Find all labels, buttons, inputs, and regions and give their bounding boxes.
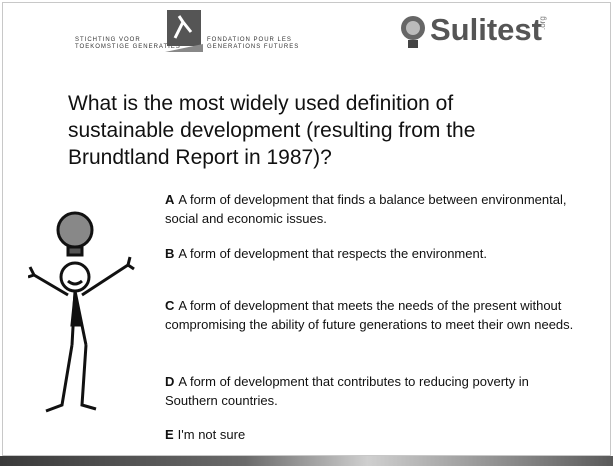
option-text: A form of development that finds a balan… <box>165 192 566 226</box>
logo-icon <box>165 8 203 52</box>
logo-line: GENERATIONS FUTURES <box>207 44 299 51</box>
illustration <box>28 205 158 425</box>
option-letter: B <box>165 246 174 261</box>
option-letter: A <box>165 192 174 207</box>
bottom-bar <box>0 456 613 466</box>
option-letter: C <box>165 298 174 313</box>
brand-name: Sulitest <box>430 12 542 48</box>
option-letter: E <box>165 427 174 442</box>
answer-option[interactable]: E I'm not sure <box>165 425 575 444</box>
option-text: A form of development that meets the nee… <box>165 298 573 332</box>
option-text: I'm not sure <box>178 427 246 442</box>
brand-suffix: .org <box>538 16 547 30</box>
option-letter: D <box>165 374 174 389</box>
question: What is the most widely used definition … <box>68 90 558 171</box>
slide: STICHTING VOORTOEKOMSTIGE GENERATIES FON… <box>0 0 613 466</box>
option-text: A form of development that respects the … <box>178 246 487 261</box>
option-text: A form of development that contributes t… <box>165 374 529 408</box>
bulb-icon <box>398 12 428 52</box>
answer-option[interactable]: B A form of development that respects the… <box>165 244 575 263</box>
logo-line: FONDATION POUR LES <box>207 37 299 44</box>
